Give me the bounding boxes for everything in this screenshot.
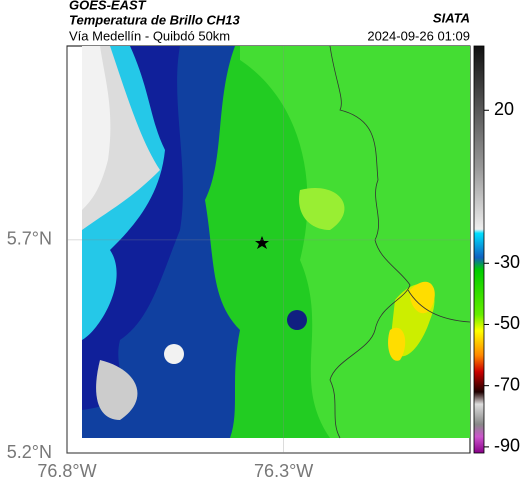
source: SIATA bbox=[433, 10, 470, 25]
x-tick-label: 76.3°W bbox=[254, 461, 313, 481]
y-tick-label: 5.7°N bbox=[7, 229, 52, 249]
map-frame bbox=[66, 45, 471, 454]
colorbar-tick-label: -90 bbox=[494, 436, 520, 456]
region: Vía Medellín - Quibdó 50km bbox=[69, 28, 230, 43]
colorbar-tick-label: 20 bbox=[494, 99, 514, 119]
satellite-image bbox=[82, 46, 470, 438]
y-tick-label: 5.2°N bbox=[7, 442, 52, 462]
location-marker bbox=[255, 236, 269, 249]
subtitle: Temperatura de Brillo CH13 bbox=[69, 12, 241, 27]
title: GOES-EAST bbox=[69, 0, 147, 12]
timestamp: 2024-09-26 01:09 bbox=[367, 28, 470, 43]
x-tick-label: 76.8°W bbox=[37, 461, 96, 481]
colorbar bbox=[473, 45, 485, 454]
colorbar-tick-label: -70 bbox=[494, 374, 520, 394]
colorbar-tick-label: -30 bbox=[494, 252, 520, 272]
colorbar-tick-label: -50 bbox=[494, 313, 520, 333]
